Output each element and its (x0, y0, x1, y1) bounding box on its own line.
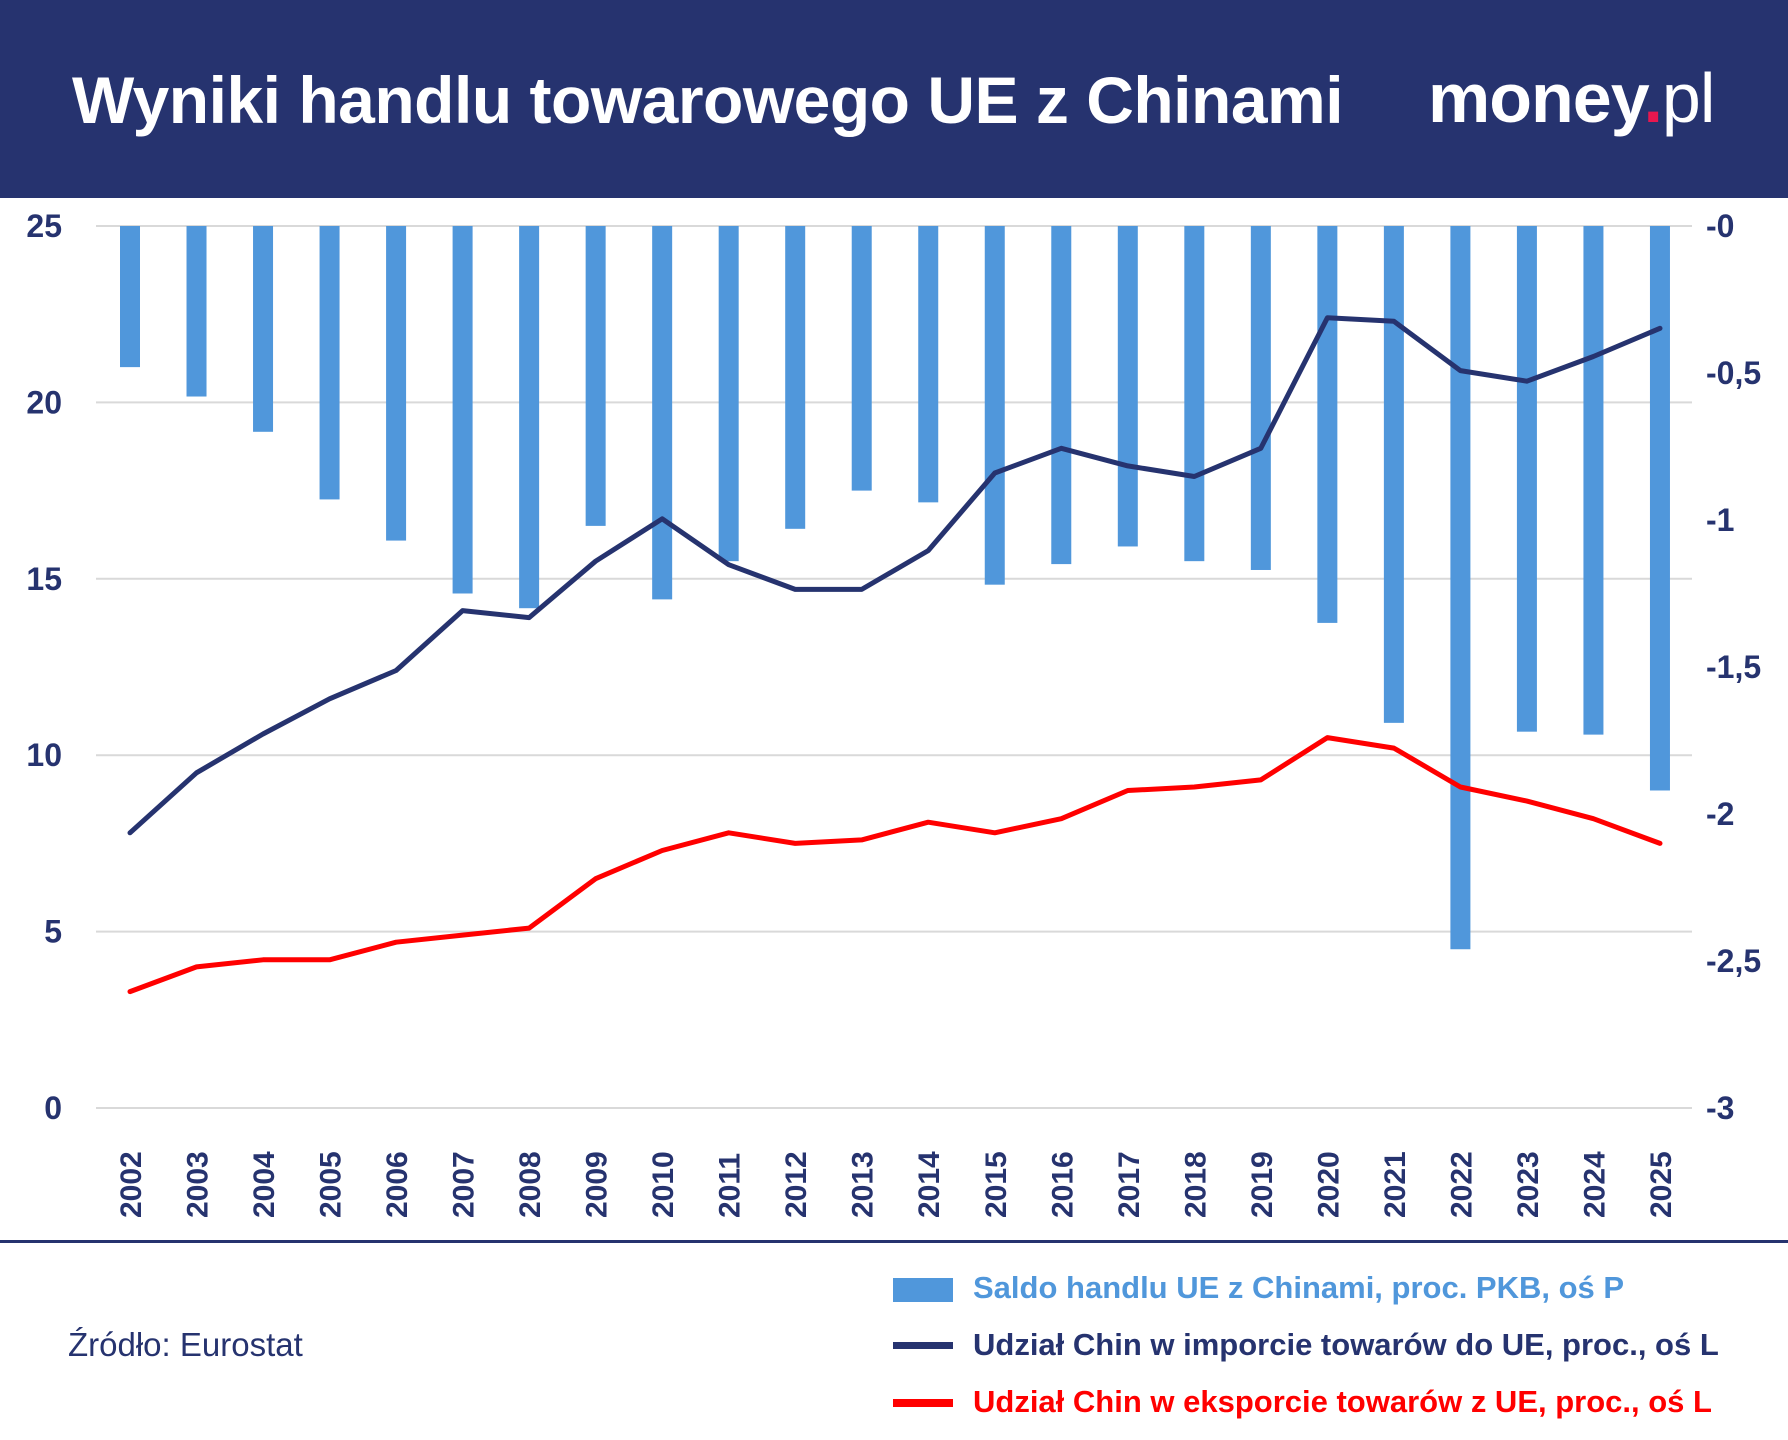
bar (120, 226, 140, 368)
x-tick-label: 2010 (647, 1151, 680, 1218)
bar (1649, 226, 1670, 791)
bar (1051, 226, 1072, 565)
legend-label-export: Udział Chin w eksporcie towarów z UE, pr… (973, 1384, 1712, 1419)
bar (1317, 226, 1338, 623)
y-left-tick-label: 20 (26, 384, 62, 420)
import-share-line (127, 315, 1663, 836)
bar (1250, 226, 1271, 570)
bar (519, 226, 540, 609)
legend-swatch-export (893, 1399, 953, 1407)
x-tick-label: 2024 (1578, 1151, 1611, 1218)
bar (253, 226, 274, 432)
bar (652, 226, 673, 600)
logo-dot: . (1643, 59, 1662, 137)
x-tick-label: 2017 (1113, 1151, 1146, 1218)
bar (718, 226, 739, 562)
header-banner: Wyniki handlu towarowego UE z Chinami mo… (0, 0, 1788, 198)
bar (386, 226, 407, 541)
x-tick-label: 2020 (1312, 1151, 1345, 1218)
bar (1117, 226, 1138, 547)
legend-label-import: Udział Chin w imporcie towarów do UE, pr… (973, 1327, 1719, 1362)
logo-suffix: pl (1661, 59, 1715, 137)
export-share-line (127, 735, 1663, 995)
x-tick-label: 2011 (714, 1153, 747, 1218)
bar (585, 226, 606, 526)
y-right-tick-label: -2,5 (1706, 943, 1761, 979)
bar (452, 226, 473, 594)
x-tick-label: 2009 (581, 1151, 614, 1218)
legend-swatch-import (893, 1342, 953, 1349)
x-tick-label: 2022 (1445, 1151, 1478, 1218)
y-left-tick-label: 25 (26, 208, 62, 244)
x-tick-label: 2005 (315, 1151, 348, 1218)
x-tick-label: 2015 (980, 1151, 1013, 1218)
logo-main: money (1428, 59, 1644, 137)
money-pl-logo: money.pl (1428, 58, 1715, 138)
bar (1583, 226, 1604, 735)
x-tick-label: 2006 (381, 1151, 414, 1218)
y-left-tick-label: 0 (44, 1090, 62, 1126)
x-tick-label: 2019 (1246, 1151, 1279, 1218)
divider (0, 1240, 1788, 1243)
bar (785, 226, 806, 529)
y-right-tick-label: -0 (1706, 208, 1734, 244)
x-tick-label: 2013 (847, 1151, 880, 1218)
y-left-tick-label: 10 (26, 737, 62, 773)
x-tick-label: 2025 (1645, 1151, 1678, 1218)
bar (851, 226, 872, 491)
bar (984, 226, 1005, 585)
y-right-tick-label: -2 (1706, 796, 1734, 832)
x-tick-label: 2021 (1379, 1151, 1412, 1218)
y-left-tick-label: 5 (44, 914, 62, 950)
x-tick-label: 2016 (1046, 1151, 1079, 1218)
x-tick-label: 2012 (780, 1151, 813, 1218)
y-right-tick-label: -0,5 (1706, 355, 1761, 391)
x-tick-label: 2023 (1512, 1151, 1545, 1218)
bar (918, 226, 939, 503)
bar (1184, 226, 1205, 562)
legend-swatch-bars (893, 1278, 953, 1302)
y-right-tick-label: -1,5 (1706, 649, 1761, 685)
page-title: Wyniki handlu towarowego UE z Chinami (72, 63, 1344, 137)
bar (1516, 226, 1537, 732)
y-left-tick-label: 15 (26, 561, 62, 597)
x-tick-label: 2014 (913, 1151, 946, 1218)
y-right-tick-label: -1 (1706, 502, 1734, 538)
bar (1450, 226, 1471, 950)
bar (186, 226, 207, 397)
x-tick-label: 2018 (1179, 1151, 1212, 1218)
bar (319, 226, 340, 500)
legend-label-balance: Saldo handlu UE z Chinami, proc. PKB, oś… (973, 1270, 1625, 1305)
bar (1383, 226, 1404, 723)
x-tick-label: 2004 (248, 1151, 281, 1218)
x-tick-label: 2007 (448, 1151, 481, 1218)
source-note: Źródło: Eurostat (68, 1326, 303, 1363)
x-tick-label: 2003 (182, 1151, 215, 1218)
x-tick-label: 2008 (514, 1151, 547, 1218)
x-tick-label: 2002 (115, 1151, 148, 1218)
y-right-tick-label: -3 (1706, 1090, 1734, 1126)
